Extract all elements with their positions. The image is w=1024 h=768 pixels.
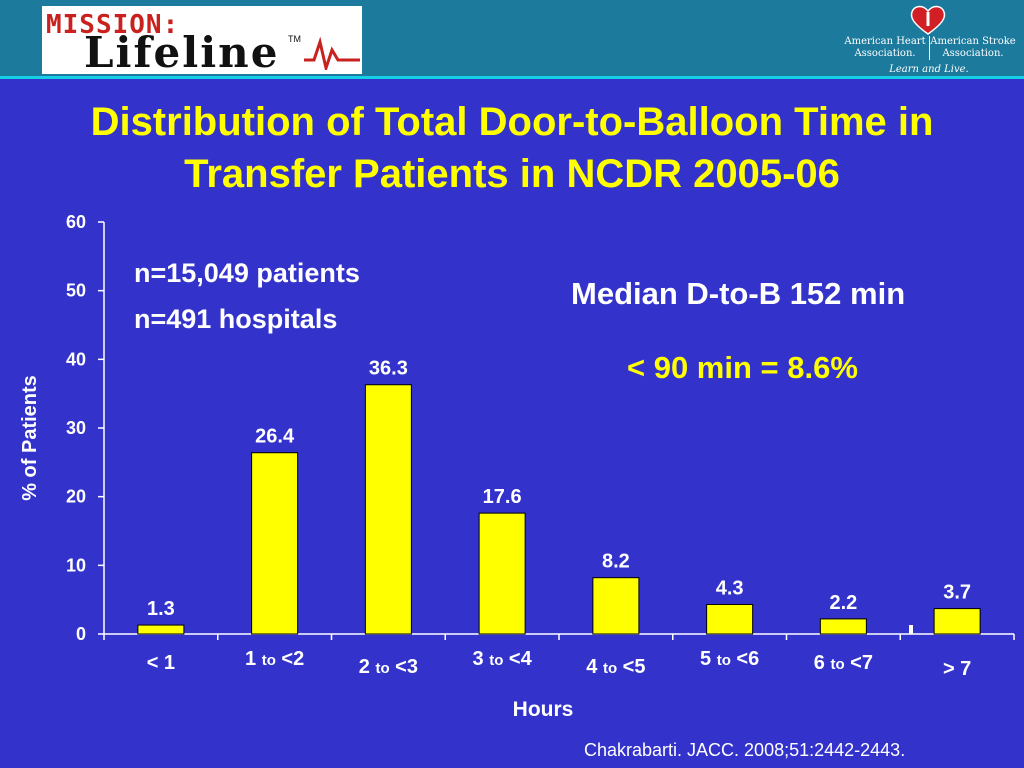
asa-name: American Stroke Association. — [930, 36, 1016, 59]
y-tick-label: 10 — [66, 555, 86, 575]
bar-value-label: 3.7 — [943, 582, 971, 604]
mission-lifeline-logo: MISSION: Lifeline TM — [42, 6, 362, 77]
heart-torch-icon — [910, 5, 946, 35]
bar — [706, 603, 754, 635]
bar — [251, 452, 299, 635]
y-tick-label: 60 — [66, 212, 86, 232]
under-90-note: < 90 min = 8.6% — [627, 350, 858, 385]
bar-value-label: 4.3 — [716, 577, 744, 599]
x-tick-label: 2 to <3 — [358, 656, 418, 678]
aha-name: American Heart Association. — [844, 36, 926, 59]
bar-value-label: 17.6 — [483, 486, 522, 508]
hospitals-count-note: n=491 hospitals — [134, 304, 338, 334]
bar — [933, 608, 981, 635]
bar-value-label: 2.2 — [829, 592, 857, 614]
axis-break-mark — [909, 625, 913, 634]
bar — [592, 577, 640, 635]
x-tick-label: 6 to <7 — [813, 652, 873, 674]
bar — [364, 384, 412, 635]
logo-trademark: TM — [288, 34, 301, 44]
y-tick-label: 20 — [66, 487, 86, 507]
title-line-1: Distribution of Total Door-to-Balloon Ti… — [90, 100, 934, 144]
slide-title: Distribution of Total Door-to-Balloon Ti… — [0, 96, 1024, 200]
bar-value-label: 1.3 — [147, 598, 175, 620]
x-tick-label: < 1 — [146, 652, 176, 674]
aha-divider — [929, 36, 930, 60]
aha-asa-logo: American Heart Association. American Str… — [840, 2, 1018, 75]
title-line-2: Transfer Patients in NCDR 2005-06 — [184, 152, 840, 196]
logo-lifeline-text: Lifeline — [84, 28, 280, 77]
x-tick-label: 3 to <4 — [472, 648, 532, 670]
y-axis-label: % of Patients — [19, 375, 41, 501]
logo-mission-text: MISSION: — [46, 10, 180, 40]
bar-value-label: 36.3 — [369, 358, 408, 380]
patients-count-note: n=15,049 patients — [134, 258, 360, 288]
x-tick-label: 1 to <2 — [245, 648, 305, 670]
x-axis-label: Hours — [513, 698, 574, 721]
y-tick-label: 40 — [66, 349, 86, 369]
aha-tagline: Learn and Live. — [889, 64, 969, 75]
bar — [137, 624, 185, 635]
header-divider — [0, 76, 1024, 79]
x-tick-label: 5 to <6 — [700, 648, 760, 670]
bar — [819, 618, 867, 635]
x-tick-label: 4 to <5 — [586, 656, 646, 678]
citation: Chakrabarti. JACC. 2008;51:2442-2443. — [584, 740, 906, 760]
y-tick-label: 50 — [66, 281, 86, 301]
bar-value-label: 26.4 — [255, 426, 295, 448]
y-tick-label: 30 — [66, 418, 86, 438]
x-tick-label: > 7 — [942, 658, 972, 680]
bar-value-label: 8.2 — [602, 551, 630, 573]
y-tick-label: 0 — [76, 624, 86, 644]
bar — [478, 512, 526, 635]
ekg-line-icon — [304, 36, 360, 70]
median-note: Median D-to-B 152 min — [571, 276, 906, 311]
